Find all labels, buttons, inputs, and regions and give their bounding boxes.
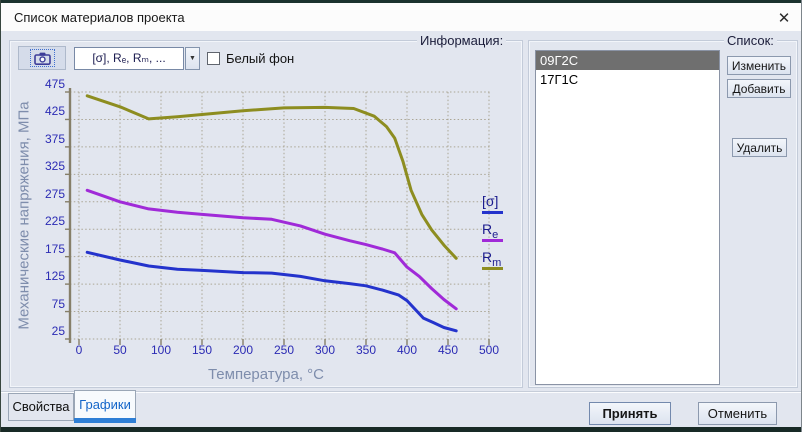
close-icon: ✕: [777, 10, 791, 27]
legend-label: Re: [482, 221, 499, 241]
list-groupbox: [528, 40, 798, 388]
y-tick-label: 425: [44, 104, 65, 119]
window-title: Список материалов проекта: [14, 10, 185, 25]
y-tick-label: 225: [44, 214, 65, 229]
y-axis-title: Механические напряжения, МПа: [15, 101, 33, 330]
y-tick-label: 75: [51, 296, 65, 311]
legend-label: Rm: [482, 249, 502, 269]
snapshot-button[interactable]: [18, 46, 66, 70]
x-tick-label: 250: [273, 343, 295, 357]
chart-legend: [σ] Re Rm: [482, 193, 503, 277]
curves-select[interactable]: [σ], Rₑ, Rₘ, ...: [74, 47, 184, 70]
add-button[interactable]: Добавить: [727, 79, 791, 98]
title-bar[interactable]: Список материалов проекта ✕: [1, 3, 801, 31]
delete-button[interactable]: Удалить: [732, 138, 787, 157]
y-tick-label: 475: [44, 77, 65, 91]
x-axis-title: Температура, °C: [207, 366, 324, 383]
accept-button[interactable]: Принять: [589, 402, 671, 425]
footer-separator: [1, 391, 801, 393]
legend-color-bar: [482, 239, 503, 242]
x-tick-label: 0: [75, 343, 83, 357]
combo-dropdown-button[interactable]: ▼: [185, 47, 200, 70]
information-groupbox: 475 425 375 325 275 225 175 125 75 25 0 50 100 150 200…: [9, 40, 523, 388]
materials-listbox[interactable]: 09Г2С 17Г1С: [535, 50, 720, 385]
x-tick-label: 350: [355, 343, 377, 357]
chart-plot: [65, 88, 490, 345]
chevron-down-icon: ▼: [189, 55, 196, 62]
edit-button[interactable]: Изменить: [727, 56, 791, 75]
x-tick-label: 450: [437, 343, 459, 357]
y-tick-label: 275: [44, 186, 65, 201]
x-tick-label: 500: [478, 343, 500, 357]
list-item[interactable]: 09Г2С: [536, 51, 719, 70]
x-tick-label: 100: [150, 343, 172, 357]
y-tick-label: 325: [44, 159, 65, 174]
white-background-label: Белый фон: [226, 51, 295, 66]
focus-rectangle: [29, 49, 55, 67]
x-tick-label: 50: [113, 343, 127, 357]
legend-color-bar: [482, 211, 503, 214]
white-background-checkbox[interactable]: [207, 52, 220, 65]
tab-graphs[interactable]: Графики: [74, 390, 136, 423]
x-tick-label: 300: [314, 343, 336, 357]
information-group-label: Информация:: [417, 33, 507, 48]
window-top-edge: [1, 0, 801, 3]
legend-label: [σ]: [482, 193, 499, 209]
list-group-label: Список:: [724, 33, 777, 48]
x-tick-label: 200: [232, 343, 254, 357]
active-tab-indicator: [74, 418, 136, 423]
y-tick-label: 125: [44, 269, 65, 284]
camera-icon: [33, 52, 51, 65]
y-tick-label: 375: [44, 131, 65, 146]
window-bottom-edge: [1, 427, 801, 432]
tab-properties[interactable]: Свойства: [8, 393, 74, 421]
list-item[interactable]: 17Г1С: [540, 72, 579, 87]
curve-sigma: [85, 250, 458, 333]
x-tick-label: 150: [191, 343, 213, 357]
curve-rm: [85, 94, 458, 260]
y-tick-label: 175: [44, 241, 65, 256]
x-tick-label: 400: [396, 343, 418, 357]
curve-re: [85, 188, 458, 311]
legend-color-bar: [482, 267, 503, 270]
close-button[interactable]: ✕: [769, 7, 799, 31]
y-tick-label: 25: [51, 324, 65, 338]
cancel-button[interactable]: Отменить: [698, 402, 777, 425]
